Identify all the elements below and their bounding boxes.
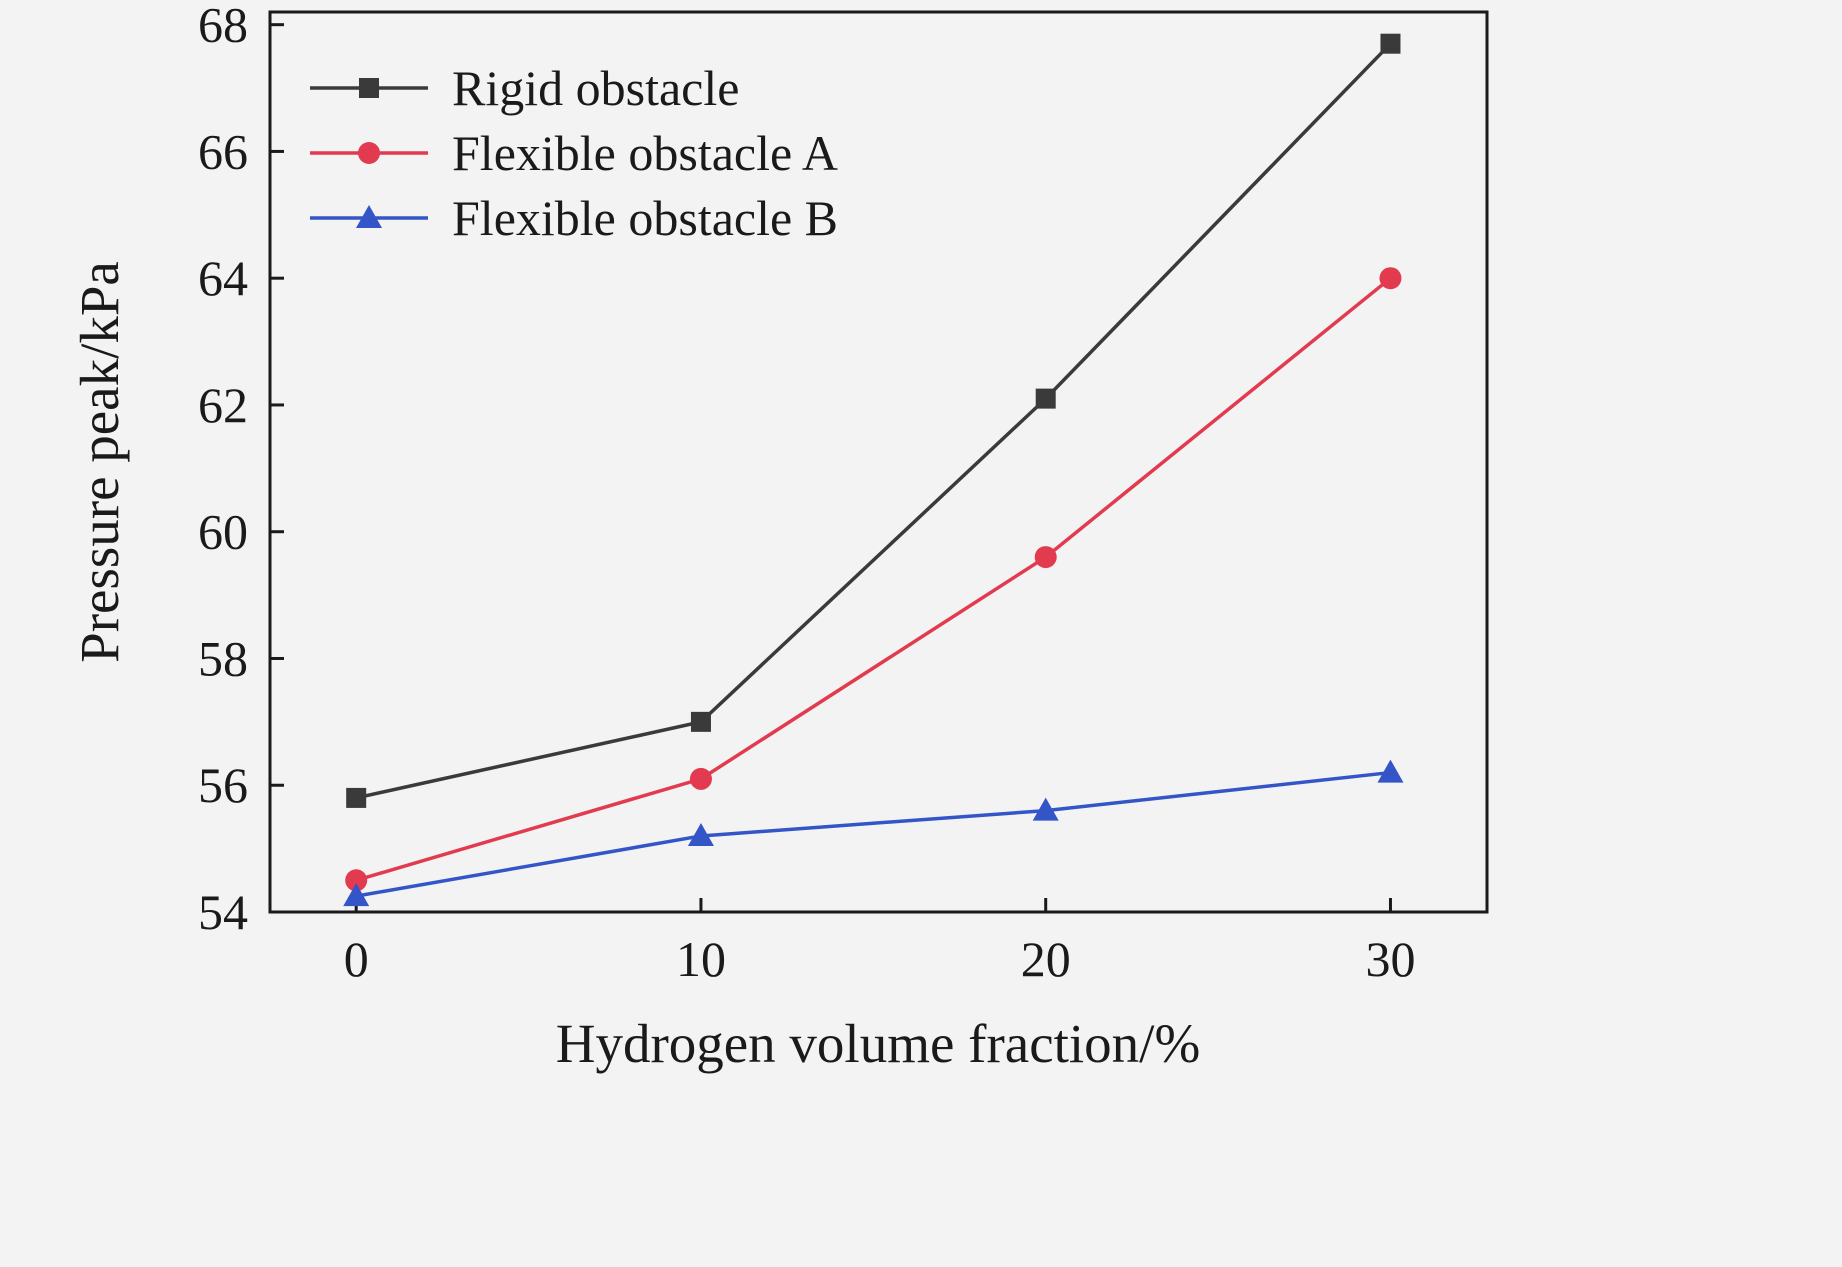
series-marker-flexible-obstacle-b bbox=[1377, 759, 1404, 783]
y-tick-label: 62 bbox=[198, 377, 248, 433]
y-tick-label: 56 bbox=[198, 757, 248, 813]
y-tick-label: 54 bbox=[198, 884, 248, 940]
y-tick-label: 66 bbox=[198, 123, 248, 179]
y-tick-label: 64 bbox=[198, 250, 248, 306]
y-tick-label: 68 bbox=[198, 0, 248, 53]
series-line-flexible-obstacle-a bbox=[355, 276, 1392, 882]
x-tick-label: 10 bbox=[676, 931, 726, 987]
x-tick-label: 20 bbox=[1021, 931, 1071, 987]
series-marker-flexible-obstacle-a bbox=[1034, 546, 1057, 569]
series-marker-flexible-obstacle-a bbox=[689, 767, 712, 790]
series-marker-flexible-obstacle-a bbox=[1379, 267, 1402, 290]
series-marker-flexible-obstacle-b bbox=[1032, 797, 1059, 821]
series-line-rigid-obstacle bbox=[355, 42, 1392, 800]
series-marker-rigid-obstacle bbox=[690, 711, 711, 732]
series-line-flexible-obstacle-b bbox=[355, 770, 1391, 898]
legend-label-rigid-obstacle: Rigid obstacle bbox=[452, 60, 739, 116]
legend-marker-rigid-obstacle bbox=[359, 78, 379, 98]
series-marker-rigid-obstacle bbox=[1035, 388, 1056, 409]
legend-marker-flexible-obstacle-b bbox=[356, 205, 382, 228]
legend-marker-flexible-obstacle-a bbox=[358, 142, 380, 164]
x-tick-label: 0 bbox=[344, 931, 369, 987]
series-marker-flexible-obstacle-a bbox=[345, 869, 368, 892]
y-tick-label: 58 bbox=[198, 630, 248, 686]
series-marker-flexible-obstacle-b bbox=[687, 822, 714, 846]
legend-label-flexible-obstacle-b: Flexible obstacle B bbox=[452, 190, 838, 246]
y-tick-label: 60 bbox=[198, 504, 248, 560]
legend-label-flexible-obstacle-a: Flexible obstacle A bbox=[452, 125, 838, 181]
series-marker-flexible-obstacle-b bbox=[343, 883, 370, 907]
plot-frame bbox=[268, 10, 1489, 914]
x-tick-label: 30 bbox=[1365, 931, 1415, 987]
series-marker-rigid-obstacle bbox=[346, 787, 367, 808]
y-axis-title: Pressure peak/kPa bbox=[69, 261, 130, 663]
series-marker-rigid-obstacle bbox=[1380, 33, 1401, 54]
plot-area: 54 56 58 60 62 64 66 68 0 10 20 30 Rigid obstacle Fle… bbox=[198, 0, 1489, 987]
x-axis-title: Hydrogen volume fraction/% bbox=[556, 1013, 1201, 1074]
